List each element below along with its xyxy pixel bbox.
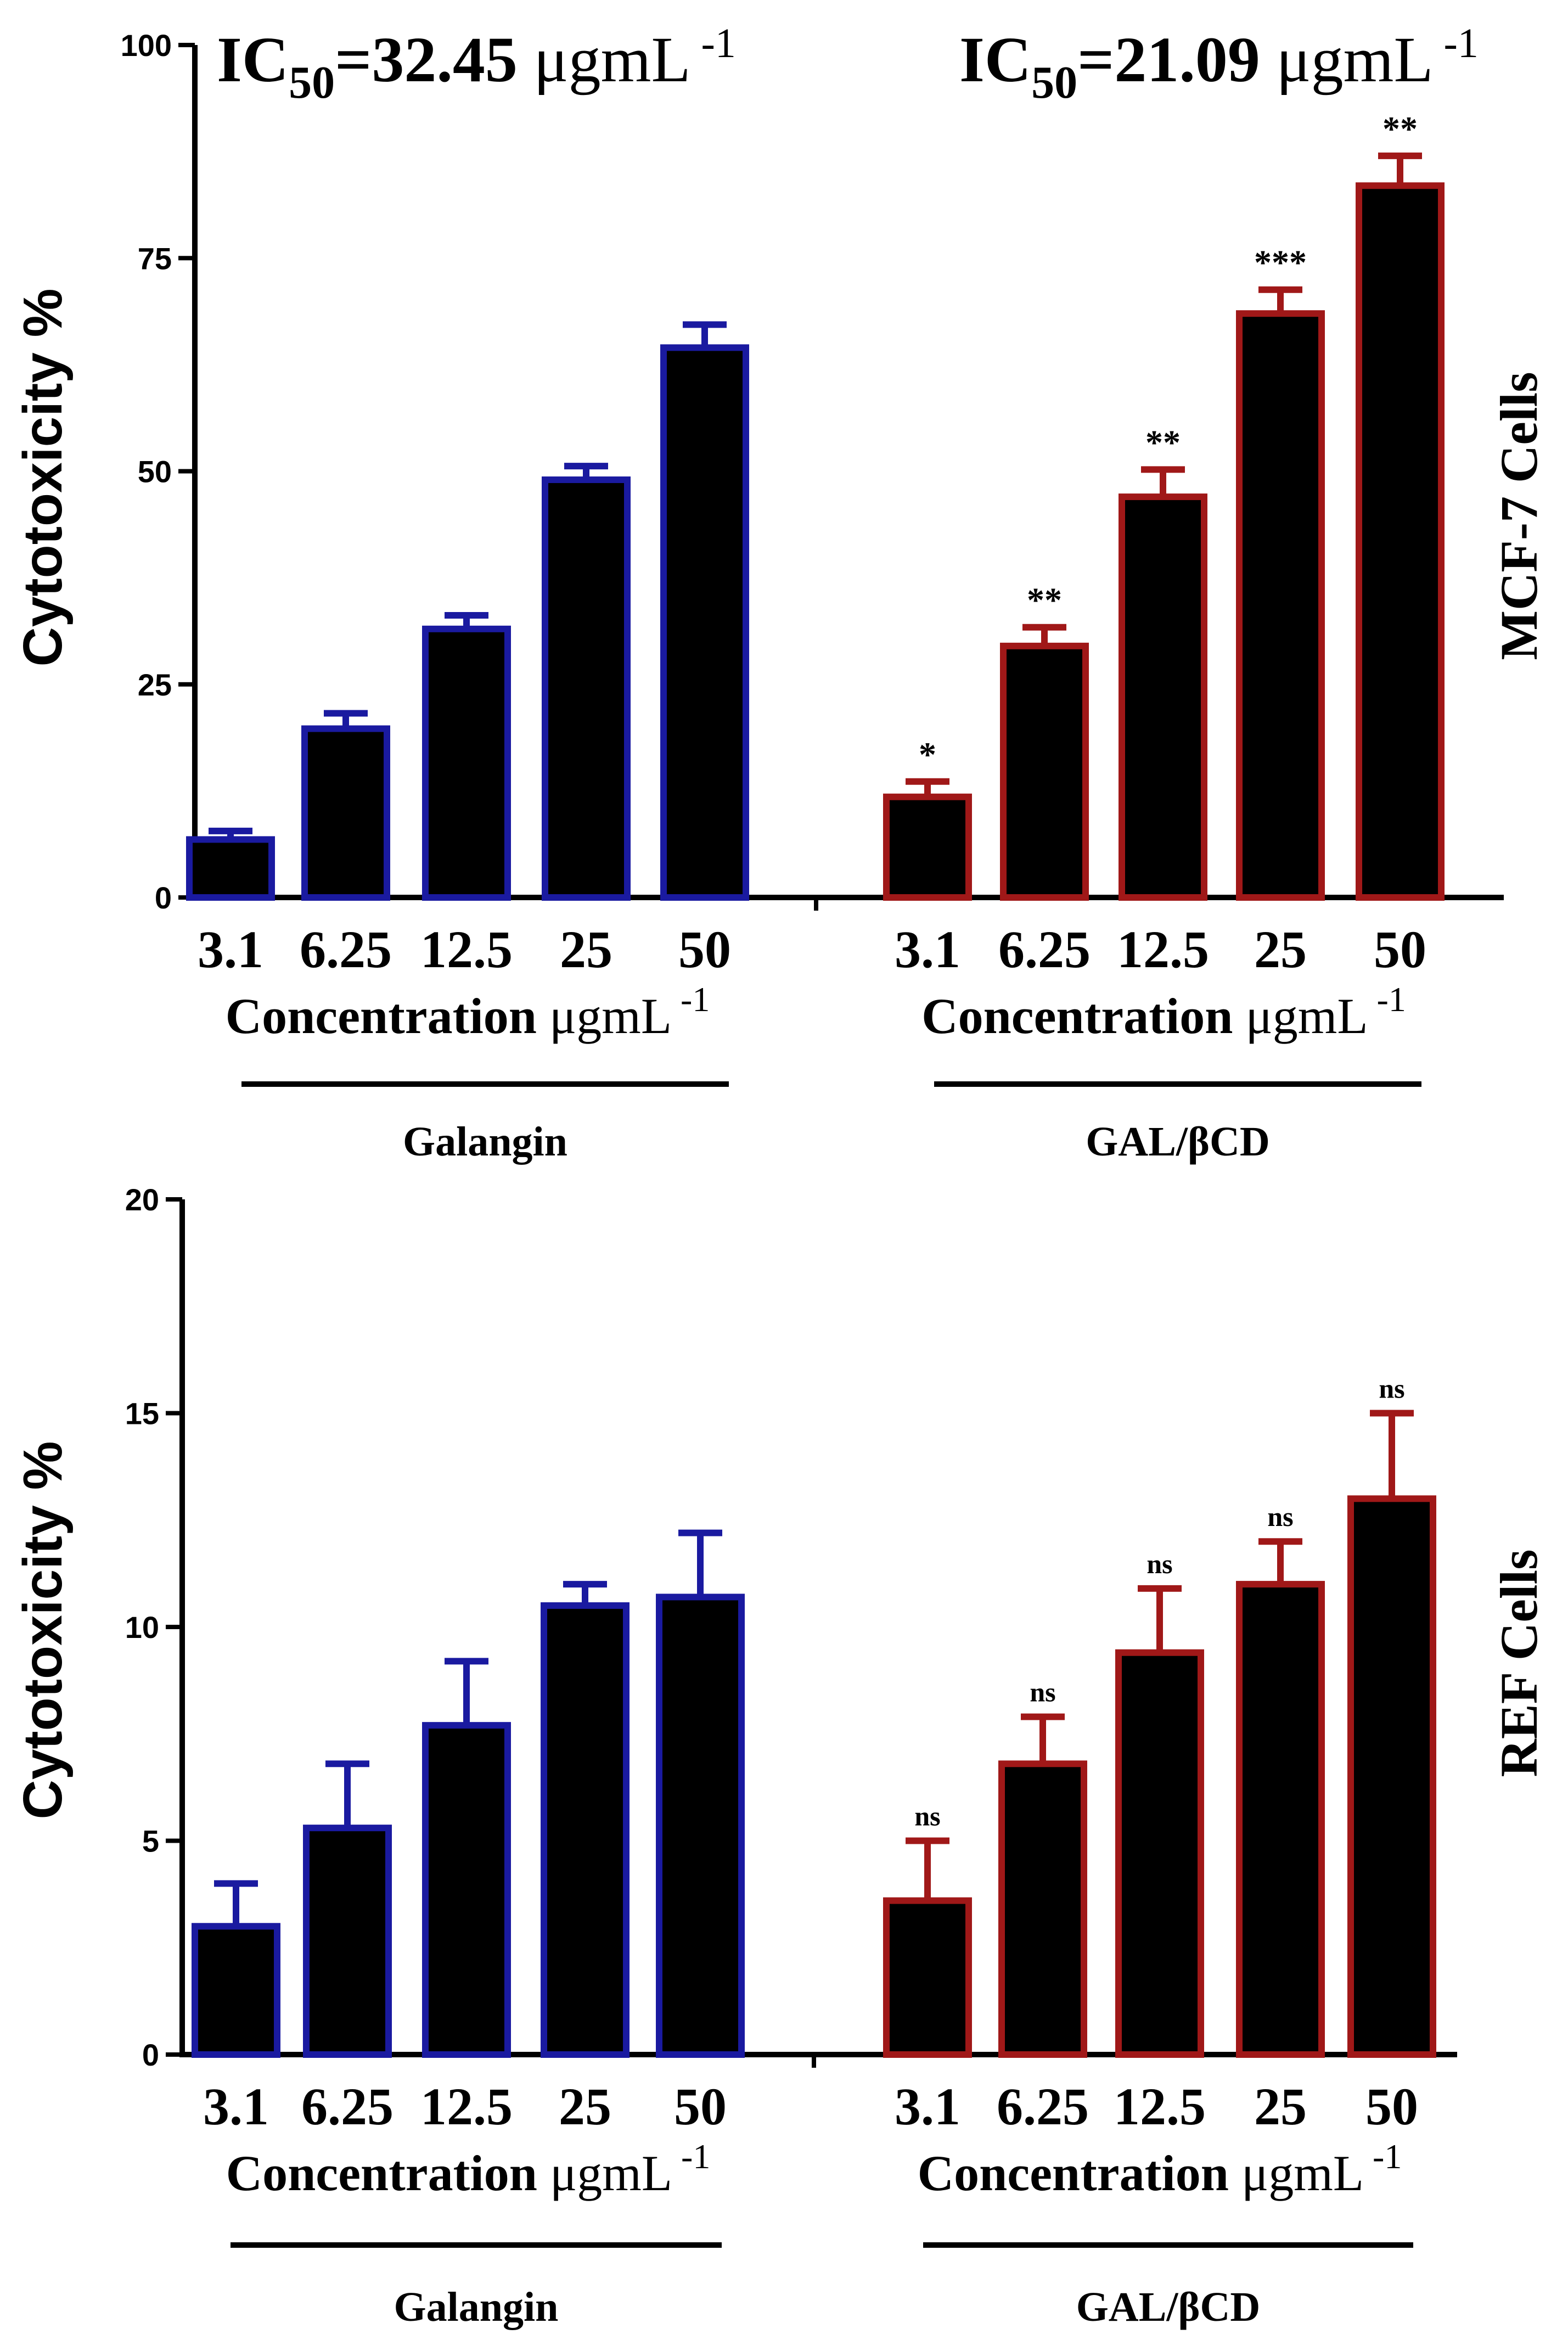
bar [1115,1649,1204,2058]
x-tick-label: 50 [678,920,731,979]
x-tick-label: 6.25 [997,2077,1089,2136]
x-axis-label: Concentration μgmL -1 [918,2137,1402,2201]
ic50-label: IC50=21.09 μgmL -1 [959,20,1479,108]
significance-label: ns [1267,1501,1293,1532]
x-tick-label: 6.25 [300,920,392,979]
x-tick-label: 25 [559,2077,611,2136]
x-tick-label: 12.5 [420,2077,513,2136]
x-tick-label: 6.25 [998,920,1091,979]
significance-label: ns [1147,1548,1172,1579]
bar [192,1923,280,2058]
x-tick-label: 50 [1365,2077,1418,2136]
x-tick-label: 12.5 [1114,2077,1206,2136]
x-axis-label-main: Concentration [918,2145,1241,2201]
x-axis-label: Concentration μgmL -1 [226,2137,711,2201]
x-axis-label-unit: μgmL [1245,988,1368,1044]
significance-label: ns [1030,1677,1055,1708]
cell-line-label: REF Cells [1490,1549,1548,1777]
bar [660,344,749,901]
bar [656,1593,745,2058]
bar [542,476,631,901]
bar [1356,182,1445,901]
x-tick-label: 6.25 [301,2077,394,2136]
significance-label: ** [1027,581,1062,620]
bar [422,625,511,901]
x-axis-label-unit: μgmL [550,2145,672,2201]
ic50-ic: IC [217,24,289,96]
x-axis-label-unit: μgmL [549,988,672,1044]
group-label: GAL/βCD [1086,1119,1270,1165]
x-tick-label: 3.1 [203,2077,269,2136]
y-tick-label: 75 [138,241,172,276]
significance-label: ** [1382,109,1418,148]
chart-panel-bottom: 0 5 10 15 20 Cytotoxicity % REF Cells 3.1 6.25 12… [12,1182,1548,2330]
ic50-value: =21.09 [1077,24,1260,96]
x-axis-label-unit: μgmL [1241,2145,1364,2201]
x-axis-label-main: Concentration [226,988,549,1044]
bar [1000,642,1089,901]
x-axis-label-exponent: -1 [1364,2137,1402,2176]
ic50-label: IC50=32.45 μgmL -1 [217,20,736,108]
x-tick-label: 50 [1374,920,1426,979]
group-label: Galangin [403,1119,567,1165]
x-tick-label: 3.1 [198,920,263,979]
group-label: GAL/βCD [1076,2284,1261,2330]
ic50-unit: μgmL [1260,24,1434,96]
bar [541,1602,630,2058]
x-tick-label: 50 [674,2077,727,2136]
significance-label: ** [1145,423,1181,462]
x-tick-label: 25 [560,920,612,979]
bar [1236,310,1325,901]
y-tick-label: 100 [121,28,172,63]
ic50-ic: IC [959,24,1031,96]
bar [1236,1581,1325,2058]
y-tick-label: 15 [125,1396,159,1431]
x-tick-label: 12.5 [420,920,513,979]
bar [422,1722,511,2058]
y-tick-label: 10 [125,1610,159,1645]
significance-label: ns [914,1801,940,1832]
x-axis-label: Concentration μgmL -1 [226,980,710,1044]
ic50-value: =32.45 [335,24,518,96]
x-axis-label-exponent: -1 [672,980,710,1019]
ic50-subscript: 50 [1031,57,1077,108]
x-axis-label-exponent: -1 [1368,980,1406,1019]
x-tick-label: 12.5 [1117,920,1209,979]
significance-label: *** [1254,243,1307,282]
y-tick-label: 5 [142,1824,159,1859]
bar [883,1897,972,2058]
significance-label: * [919,735,936,774]
chart-panel-top: 0 25 50 75 100 Cytotoxicity % MCF-7 Cells 3.1 6.… [12,20,1548,1165]
y-axis-label: Cytotoxicity % [12,1441,74,1819]
y-tick-label: 0 [155,880,172,915]
bar [998,1760,1087,2058]
x-axis-label-main: Concentration [226,2145,550,2201]
x-tick-label: 25 [1254,920,1307,979]
x-axis-label-main: Concentration [921,988,1245,1044]
bar [303,1825,392,2058]
bar [301,725,390,901]
y-tick-label: 0 [142,2038,159,2072]
x-tick-label: 3.1 [895,2077,960,2136]
y-tick-label: 25 [138,667,172,702]
ic50-subscript: 50 [289,57,335,108]
ic50-unit: μgmL [518,24,691,96]
y-tick-label: 50 [138,454,172,489]
bar [186,836,275,901]
y-axis-label: Cytotoxicity % [12,288,74,666]
x-axis-label-exponent: -1 [672,2137,710,2176]
cell-line-label: MCF-7 Cells [1490,372,1548,660]
group-label: Galangin [394,2284,559,2330]
bar [1347,1495,1436,2058]
x-tick-label: 25 [1254,2077,1307,2136]
ic50-exponent: -1 [1434,20,1479,66]
y-tick-label: 20 [125,1182,159,1217]
x-tick-label: 3.1 [895,920,960,979]
bar [883,793,972,901]
ic50-exponent: -1 [691,20,736,66]
bar [1119,493,1207,901]
significance-label: ns [1379,1373,1404,1404]
x-axis-label: Concentration μgmL -1 [921,980,1406,1044]
